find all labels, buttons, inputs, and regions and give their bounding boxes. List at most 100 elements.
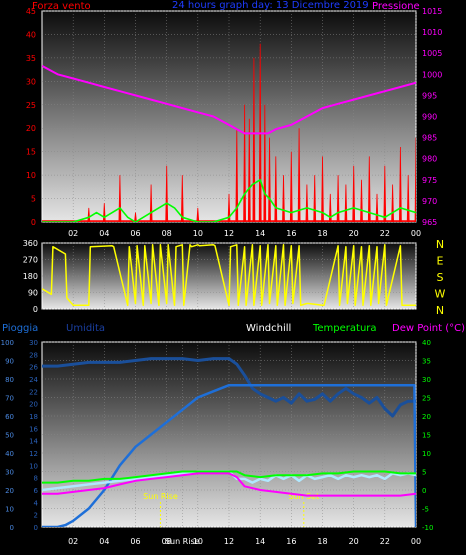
wind-tick-label: 10 (26, 171, 36, 180)
climate-x-tick-label: 08 (162, 537, 172, 546)
compass-label: N (436, 238, 444, 251)
rain-axis-tick-label: 10 (5, 506, 14, 514)
temperature-series (42, 470, 416, 484)
legend-dewpoint: Dew Point (°C) (392, 323, 465, 334)
wind-x-tick-label: 08 (162, 229, 172, 238)
dewpoint-series (42, 472, 416, 497)
pressure-tick-label: 975 (422, 176, 437, 185)
rain-axis-tick-label: 0 (10, 524, 14, 532)
humidity-axis-tick-label: 28 (29, 351, 38, 359)
wind-tick-label: 40 (26, 30, 36, 39)
chart-title: 24 hours graph day: 13 Dicembre 2019 (172, 0, 369, 11)
pressure-tick-label: 1010 (422, 28, 442, 37)
wind-tick-label: 35 (26, 54, 36, 63)
rain-axis-tick-label: 20 (5, 487, 14, 495)
climate-x-tick-label: 18 (317, 537, 327, 546)
legend-pioggia: Pioggia (2, 323, 38, 334)
legend-windchill: Windchill (246, 323, 291, 334)
humidity-axis-tick-label: 4 (34, 499, 39, 507)
rain-axis-tick-label: 90 (5, 358, 14, 366)
chart-marks: 0510152025303540459659709759809859909951… (1, 7, 446, 546)
pressure-tick-label: 970 (422, 197, 437, 206)
compass-label: N (436, 304, 444, 317)
wind-x-tick-label: 18 (317, 229, 327, 238)
pressure-tick-label: 1005 (422, 49, 442, 58)
humidity-axis-tick-label: 0 (34, 524, 38, 532)
direction-tick-label: 180 (23, 272, 38, 281)
wind-x-tick-label: 02 (68, 229, 78, 238)
rain-axis-tick-label: 50 (5, 432, 14, 440)
humidity-axis-tick-label: 24 (29, 376, 38, 384)
humidity-axis-tick-label: 20 (29, 401, 38, 409)
legend-umidita: Umidita (66, 323, 105, 334)
rain-axis-tick-label: 100 (1, 339, 14, 347)
temperature-axis-tick-label: 5 (422, 469, 426, 477)
compass-label: S (437, 271, 444, 284)
humidity-axis-tick-label: 6 (34, 487, 39, 495)
pressure-tick-label: 965 (422, 218, 437, 227)
wind-x-tick-label: 00 (411, 229, 421, 238)
rain-axis-tick-label: 80 (5, 376, 14, 384)
wind-tick-label: 5 (31, 195, 36, 204)
humidity-axis-tick-label: 18 (29, 413, 38, 421)
wind-tick-label: 25 (26, 101, 36, 110)
sun-marker-label: Sun Set (288, 492, 319, 501)
climate-x-tick-label: 00 (411, 537, 421, 546)
wind-tick-label: 30 (26, 77, 36, 86)
pressure-tick-label: 1015 (422, 7, 442, 16)
wind-tick-label: 15 (26, 148, 36, 157)
wind-x-tick-label: 22 (380, 229, 390, 238)
wind-x-tick-label: 06 (130, 229, 140, 238)
temperature-axis-tick-label: 35 (422, 358, 431, 366)
pressure-tick-label: 1000 (422, 70, 442, 79)
direction-tick-label: 0 (33, 305, 38, 314)
humidity-axis-tick-label: 22 (29, 388, 38, 396)
temperature-axis-tick-label: 40 (422, 339, 431, 347)
direction-tick-label: 90 (28, 289, 38, 298)
temperature-axis-tick-label: 0 (422, 487, 426, 495)
pressure-tick-label: 990 (422, 113, 437, 122)
pressure-tick-label: 980 (422, 155, 437, 164)
wind-x-tick-label: 12 (224, 229, 234, 238)
rain-series (42, 383, 416, 527)
climate-x-tick-label: 04 (99, 537, 109, 546)
climate-x-tick-label: 20 (349, 537, 359, 546)
climate-x-tick-label: 06 (130, 537, 140, 546)
humidity-axis-tick-label: 26 (29, 364, 38, 372)
climate-x-tick-label: 10 (193, 537, 203, 546)
direction-tick-label: 270 (23, 256, 38, 265)
humidity-axis-tick-label: 8 (34, 475, 38, 483)
wind-tick-label: 20 (26, 124, 36, 133)
pressure-series (42, 65, 416, 135)
pressure-axis-title: Pressione (372, 1, 420, 12)
humidity-axis-tick-label: 14 (29, 438, 38, 446)
humidity-axis-tick-label: 16 (29, 425, 38, 433)
rain-axis-tick-label: 60 (5, 413, 14, 421)
wind-axis-title: Forza vento (32, 1, 91, 12)
temperature-axis-tick-label: 20 (422, 413, 431, 421)
pressure-tick-label: 985 (422, 134, 437, 143)
climate-x-tick-label: 22 (380, 537, 390, 546)
wind-x-tick-label: 14 (255, 229, 265, 238)
rain-axis-tick-label: 40 (5, 450, 14, 458)
humidity-axis-tick-label: 2 (34, 512, 38, 520)
wind-tick-label: 0 (31, 218, 36, 227)
wind-x-tick-label: 20 (349, 229, 359, 238)
compass-label: E (437, 255, 444, 268)
wind-tick-label: 45 (26, 7, 36, 16)
temperature-axis-tick-label: 10 (422, 450, 431, 458)
wind-x-tick-label: 10 (193, 229, 203, 238)
climate-x-tick-label: 14 (255, 537, 265, 546)
temperature-axis-tick-label: -5 (422, 506, 429, 514)
legend-temperatura: Temperatura (312, 323, 377, 334)
pressure-tick-label: 995 (422, 91, 437, 100)
direction-series (42, 244, 416, 307)
climate-x-tick-label: Sun Rise (165, 537, 200, 546)
humidity-series (42, 357, 416, 418)
humidity-axis-tick-label: 10 (29, 462, 38, 470)
humidity-axis-tick-label: 12 (29, 450, 38, 458)
wind-x-tick-label: 04 (99, 229, 109, 238)
wind-series (42, 43, 416, 222)
temperature-axis-tick-label: 15 (422, 432, 431, 440)
